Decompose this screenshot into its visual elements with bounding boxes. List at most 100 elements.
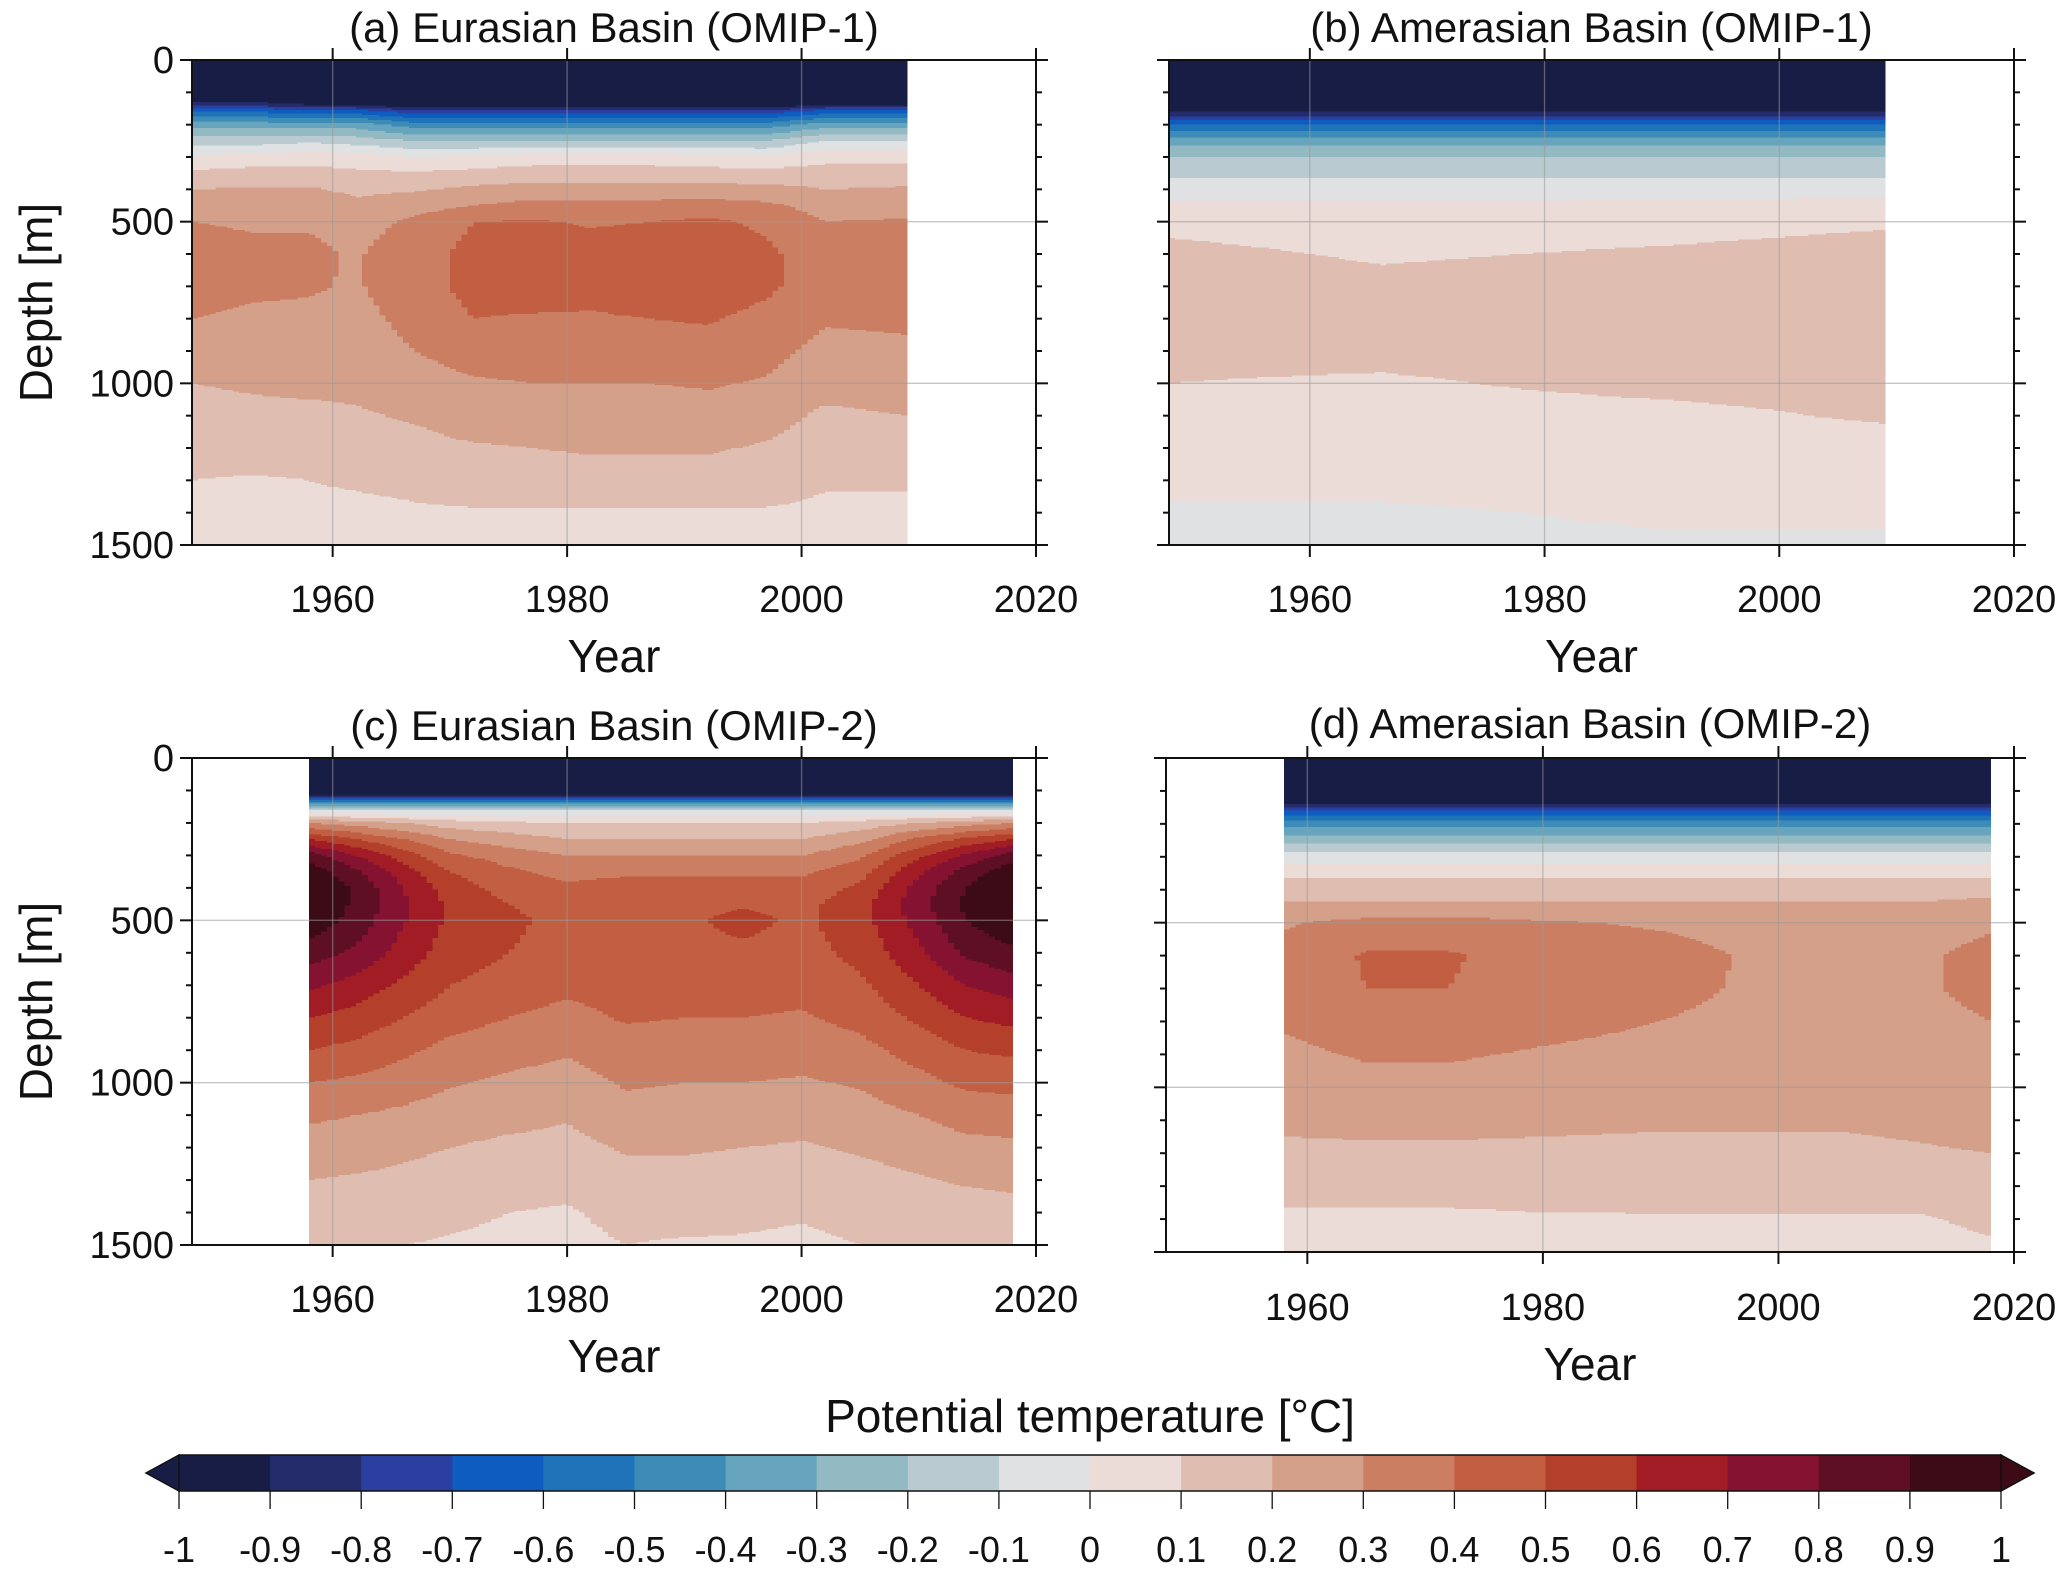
contour-cell [449, 827, 457, 840]
contour-cell [1749, 119, 1757, 126]
contour-cell [614, 454, 621, 509]
contour-cell [555, 134, 562, 142]
contour-cell [590, 118, 598, 124]
contour-cell [584, 106, 592, 111]
contour-cell [490, 845, 498, 863]
contour-cell [1444, 506, 1452, 546]
contour-cell [361, 105, 369, 110]
contour-cell [455, 840, 463, 855]
contour-cell [221, 127, 228, 137]
contour-cell [233, 102, 240, 106]
contour-cell [860, 113, 867, 119]
contour-cell [350, 123, 357, 129]
contour-cell [455, 439, 463, 507]
contour-cell [1826, 111, 1833, 118]
contour-cell [719, 140, 726, 148]
contour-cell [1650, 111, 1657, 118]
contour-cell [244, 393, 252, 477]
contour-cell [1532, 389, 1540, 515]
contour-cell [1462, 258, 1469, 383]
contour-cell [1749, 178, 1757, 200]
contour-cell [274, 300, 281, 397]
contour-cell [1738, 178, 1745, 200]
contour-cell [825, 150, 832, 165]
contour-cell [1397, 111, 1405, 118]
contour-cell [496, 806, 504, 809]
contour-cell [649, 110, 656, 114]
contour-cell [502, 1134, 510, 1215]
contour-cell [215, 111, 222, 118]
contour-cell [449, 118, 457, 124]
contour-cell [690, 199, 697, 220]
contour-cell [467, 758, 474, 796]
contour-cell [379, 147, 387, 156]
contour-cell [1215, 380, 1223, 502]
contour-cell [414, 113, 422, 119]
contour-cell [543, 182, 551, 202]
contour-cell [1532, 124, 1540, 132]
contour-cell [748, 140, 756, 148]
contour-cell [367, 834, 375, 844]
contour-cell [332, 276, 340, 404]
contour-cell [731, 147, 738, 156]
contour-cell [830, 163, 838, 190]
contour-cell [367, 1170, 375, 1246]
contour-cell [1562, 393, 1569, 520]
contour-cell [801, 152, 809, 168]
contour-cell [274, 127, 281, 137]
contour-cell [690, 147, 697, 156]
contour-cell [789, 119, 797, 126]
contour-cell [238, 168, 246, 189]
contour-cell [531, 383, 539, 449]
contour-cell [1673, 137, 1681, 147]
contour-cell [309, 845, 316, 853]
contour-cell [444, 839, 451, 853]
contour-cell [1239, 60, 1246, 113]
contour-cell [1268, 119, 1276, 126]
contour-cell [713, 507, 721, 546]
contour-cell [737, 127, 744, 135]
contour-cell [1820, 124, 1827, 132]
contour-cell [1544, 157, 1552, 179]
contour-cell [555, 221, 562, 313]
contour-cell [1779, 119, 1786, 126]
contour-cell [608, 383, 615, 456]
contour-cell [1497, 386, 1505, 512]
contour-cell [619, 110, 627, 114]
contour-cell [520, 816, 527, 822]
contour-cell [373, 1069, 381, 1113]
contour-cell [1339, 124, 1346, 132]
contour-cell [1333, 200, 1340, 258]
contour-cell [778, 106, 785, 111]
contour-cell [1303, 200, 1311, 255]
contour-cell [426, 113, 433, 119]
contour-cell [1673, 145, 1681, 158]
contour-cell [373, 835, 381, 844]
contour-cell [555, 312, 562, 384]
contour-cell [1239, 378, 1246, 502]
contour-cell [614, 383, 621, 456]
contour-cell [197, 384, 205, 480]
contour-cell [444, 127, 451, 135]
contour-cell [1268, 249, 1276, 378]
contour-cell [426, 801, 433, 805]
contour-cell [1749, 145, 1757, 158]
contour-cell [1796, 111, 1804, 118]
contour-cell [713, 388, 721, 454]
contour-cell [1268, 116, 1276, 121]
contour-cell [1315, 157, 1323, 179]
contour-cell [1462, 381, 1469, 509]
contour-cell [502, 113, 510, 119]
contour-cell [649, 106, 656, 111]
contour-cell [660, 153, 668, 168]
contour-cell [842, 118, 850, 124]
contour-cell [602, 200, 609, 228]
contour-cell [356, 826, 363, 834]
contour-cell [361, 858, 369, 876]
contour-cell [795, 349, 803, 423]
contour-cell [274, 166, 281, 189]
contour-cell [414, 60, 422, 108]
contour-cell [315, 834, 322, 842]
contour-cell [684, 218, 691, 325]
contour-cell [1374, 501, 1381, 546]
